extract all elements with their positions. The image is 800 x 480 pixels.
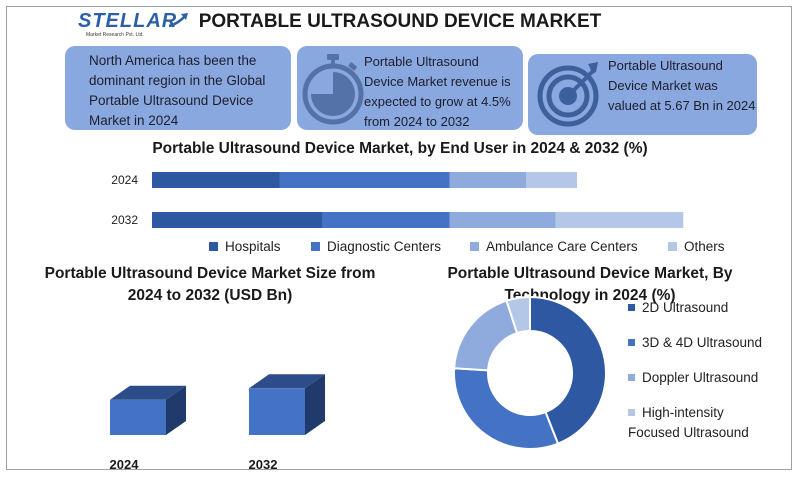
bar-category-label-2024: 2024 xyxy=(111,173,138,187)
donut-slice-high-intensity-focused-ultrasound xyxy=(505,295,531,335)
size-bar-2024 xyxy=(110,385,186,435)
pie-legend-doppler: Doppler Ultrasound xyxy=(628,368,758,388)
market-size-3d-bar-chart: 2024 2032 xyxy=(110,374,325,472)
legend-hospitals: Hospitals xyxy=(209,239,281,254)
stellar-logo: STELLAR Market Research Pvt. Ltd. xyxy=(72,8,192,42)
pie-label-2d: 2D Ultrasound xyxy=(642,300,729,315)
technology-donut-chart xyxy=(453,295,607,450)
bar-segment-2032-others xyxy=(555,212,684,228)
legend-others: Others xyxy=(668,239,725,254)
bar-segment-2032-diagnostic-centers xyxy=(322,212,450,228)
donut-slice-doppler-ultrasound xyxy=(453,299,519,372)
pie-legend-3d-4d: 3D & 4D Ultrasound xyxy=(628,333,762,353)
pie-swatch-3d-4d xyxy=(628,338,635,346)
bar-segment-2032-hospitals xyxy=(152,212,322,228)
legend-swatch-diagnostic-centers xyxy=(311,242,320,251)
size-bar-2032 xyxy=(249,374,325,435)
pie-swatch-doppler xyxy=(628,373,635,381)
pie-legend-hifu: High-intensity Focused Ultrasound xyxy=(628,403,778,443)
size-bar-label-2032: 2032 xyxy=(249,457,278,472)
legend-label-diagnostic-centers: Diagnostic Centers xyxy=(327,239,442,254)
bar-category-label-2032: 2032 xyxy=(111,213,138,227)
legend-swatch-ambulance-care-centers xyxy=(470,242,479,251)
infographic-frame xyxy=(6,6,792,470)
card-growth-text: Portable Ultrasound Device Market revenu… xyxy=(364,54,511,129)
pie-label-3d-4d: 3D & 4D Ultrasound xyxy=(642,335,763,350)
pie-swatch-2d xyxy=(628,303,635,311)
logo-arrow-icon xyxy=(168,13,188,28)
bar-segment-2024-diagnostic-centers xyxy=(279,172,450,188)
market-size-chart-title: Portable Ultrasound Device Market Size f… xyxy=(44,265,376,304)
legend-swatch-hospitals xyxy=(209,242,218,251)
end-user-stacked-bar-chart: 2024 2032 xyxy=(111,172,684,228)
legend-ambulance-care-centers: Ambulance Care Centers xyxy=(470,239,638,254)
bar-segment-2024-ambulance-care-centers xyxy=(449,172,526,188)
bar-segment-2024-others xyxy=(526,172,577,188)
logo-text: STELLAR xyxy=(78,10,178,32)
pie-legend-2d: 2D Ultrasound xyxy=(628,298,728,318)
info-card-region: North America has been the dominant regi… xyxy=(65,46,291,130)
card-region-text: North America has been the dominant regi… xyxy=(89,53,266,128)
page-title: PORTABLE ULTRASOUND DEVICE MARKET xyxy=(198,11,602,32)
legend-label-others: Others xyxy=(684,239,725,254)
pie-label-doppler: Doppler Ultrasound xyxy=(642,370,759,385)
logo-subtext: Market Research Pvt. Ltd. xyxy=(86,32,144,38)
size-bar-label-2024: 2024 xyxy=(110,457,140,472)
legend-label-ambulance-care-centers: Ambulance Care Centers xyxy=(486,239,638,254)
target-icon xyxy=(537,62,599,127)
legend-swatch-others xyxy=(668,242,677,251)
info-card-valuation: Portable Ultrasound Device Market was va… xyxy=(528,54,757,135)
pie-label-hifu: High-intensity Focused Ultrasound xyxy=(628,405,749,440)
info-card-growth: Portable Ultrasound Device Market revenu… xyxy=(297,46,523,130)
bar-segment-2024-hospitals xyxy=(152,172,280,188)
bar-segment-2032-ambulance-care-centers xyxy=(449,212,556,228)
donut-slice-2d-ultrasound xyxy=(529,295,607,445)
pie-swatch-hifu xyxy=(628,408,635,416)
legend-label-hospitals: Hospitals xyxy=(225,239,281,254)
card-valuation-text: Portable Ultrasound Device Market was va… xyxy=(608,58,756,113)
stopwatch-icon xyxy=(302,54,364,125)
end-user-chart-title: Portable Ultrasound Device Market, by En… xyxy=(152,140,648,157)
donut-slice-3d-4d-ultrasound xyxy=(453,367,560,450)
legend-diagnostic-centers: Diagnostic Centers xyxy=(311,239,441,254)
